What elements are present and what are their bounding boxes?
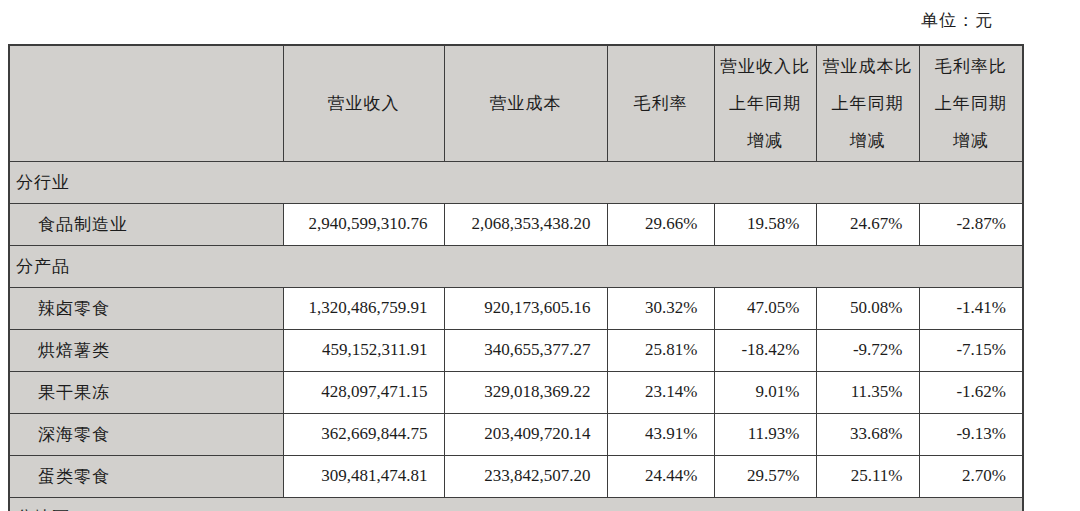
cell-cost-yoy: 11.35%	[816, 371, 919, 413]
cell-gross-margin: 23.14%	[607, 371, 714, 413]
cell-margin-yoy: -1.62%	[919, 371, 1023, 413]
cell-cost-yoy: 50.08%	[816, 287, 919, 329]
row-food-manufacturing: 食品制造业 2,940,599,310.76 2,068,353,438.20 …	[9, 203, 1023, 245]
section-label: 分行业	[9, 161, 1023, 203]
row-label: 食品制造业	[9, 203, 283, 245]
cell-revenue: 2,940,599,310.76	[283, 203, 444, 245]
cell-gross-margin: 25.81%	[607, 329, 714, 371]
col-header-cost-yoy: 营业成本比 上年同期 增减	[816, 45, 919, 161]
section-row-by-region: 分地区	[9, 497, 1023, 511]
row-label: 深海零食	[9, 413, 283, 455]
row-label: 果干果冻	[9, 371, 283, 413]
cell-revenue: 309,481,474.81	[283, 455, 444, 497]
cell-revenue: 459,152,311.91	[283, 329, 444, 371]
row-dried-fruit-jelly: 果干果冻 428,097,471.15 329,018,369.22 23.14…	[9, 371, 1023, 413]
cell-cost: 920,173,605.16	[444, 287, 607, 329]
cell-revenue-yoy: 29.57%	[714, 455, 816, 497]
cell-margin-yoy: -2.87%	[919, 203, 1023, 245]
cell-revenue: 428,097,471.15	[283, 371, 444, 413]
cell-revenue: 1,320,486,759.91	[283, 287, 444, 329]
cell-gross-margin: 29.66%	[607, 203, 714, 245]
row-label: 烘焙薯类	[9, 329, 283, 371]
cell-revenue-yoy: 19.58%	[714, 203, 816, 245]
cell-margin-yoy: -1.41%	[919, 287, 1023, 329]
cell-gross-margin: 30.32%	[607, 287, 714, 329]
row-label: 蛋类零食	[9, 455, 283, 497]
cell-cost: 340,655,377.27	[444, 329, 607, 371]
cell-cost-yoy: 24.67%	[816, 203, 919, 245]
section-label: 分产品	[9, 245, 1023, 287]
cell-gross-margin: 24.44%	[607, 455, 714, 497]
col-header-blank	[9, 45, 283, 161]
section-label: 分地区	[9, 497, 1023, 511]
table-header-row: 营业收入 营业成本 毛利率 营业收入比 上年同期 增减 营业成本比 上年同期 增…	[9, 45, 1023, 161]
row-deep-sea-snacks: 深海零食 362,669,844.75 203,409,720.14 43.91…	[9, 413, 1023, 455]
cell-revenue-yoy: 47.05%	[714, 287, 816, 329]
unit-label: 单位：元	[921, 9, 993, 32]
section-row-by-product: 分产品	[9, 245, 1023, 287]
col-header-revenue-yoy: 营业收入比 上年同期 增减	[714, 45, 816, 161]
report-page: 单位：元 营业收入 营业成本 毛利率 营业收入比 上年同期 增减 营业成本比 上…	[0, 0, 1080, 511]
cell-revenue-yoy: 11.93%	[714, 413, 816, 455]
cell-revenue: 362,669,844.75	[283, 413, 444, 455]
cell-revenue-yoy: -18.42%	[714, 329, 816, 371]
row-egg-snacks: 蛋类零食 309,481,474.81 233,842,507.20 24.44…	[9, 455, 1023, 497]
col-header-cost: 营业成本	[444, 45, 607, 161]
cell-margin-yoy: 2.70%	[919, 455, 1023, 497]
col-header-gross-margin: 毛利率	[607, 45, 714, 161]
cell-margin-yoy: -9.13%	[919, 413, 1023, 455]
row-label: 辣卤零食	[9, 287, 283, 329]
col-header-margin-yoy: 毛利率比 上年同期 增减	[919, 45, 1023, 161]
cell-cost-yoy: -9.72%	[816, 329, 919, 371]
cell-revenue-yoy: 9.01%	[714, 371, 816, 413]
section-row-by-industry: 分行业	[9, 161, 1023, 203]
cell-cost-yoy: 25.11%	[816, 455, 919, 497]
cell-cost-yoy: 33.68%	[816, 413, 919, 455]
cell-cost: 329,018,369.22	[444, 371, 607, 413]
cell-cost: 2,068,353,438.20	[444, 203, 607, 245]
row-spicy-braised-snacks: 辣卤零食 1,320,486,759.91 920,173,605.16 30.…	[9, 287, 1023, 329]
cell-cost: 233,842,507.20	[444, 455, 607, 497]
cell-gross-margin: 43.91%	[607, 413, 714, 455]
cell-margin-yoy: -7.15%	[919, 329, 1023, 371]
segment-results-table: 营业收入 营业成本 毛利率 营业收入比 上年同期 增减 营业成本比 上年同期 增…	[8, 44, 1024, 511]
row-baked-potato-snacks: 烘焙薯类 459,152,311.91 340,655,377.27 25.81…	[9, 329, 1023, 371]
cell-cost: 203,409,720.14	[444, 413, 607, 455]
col-header-revenue: 营业收入	[283, 45, 444, 161]
